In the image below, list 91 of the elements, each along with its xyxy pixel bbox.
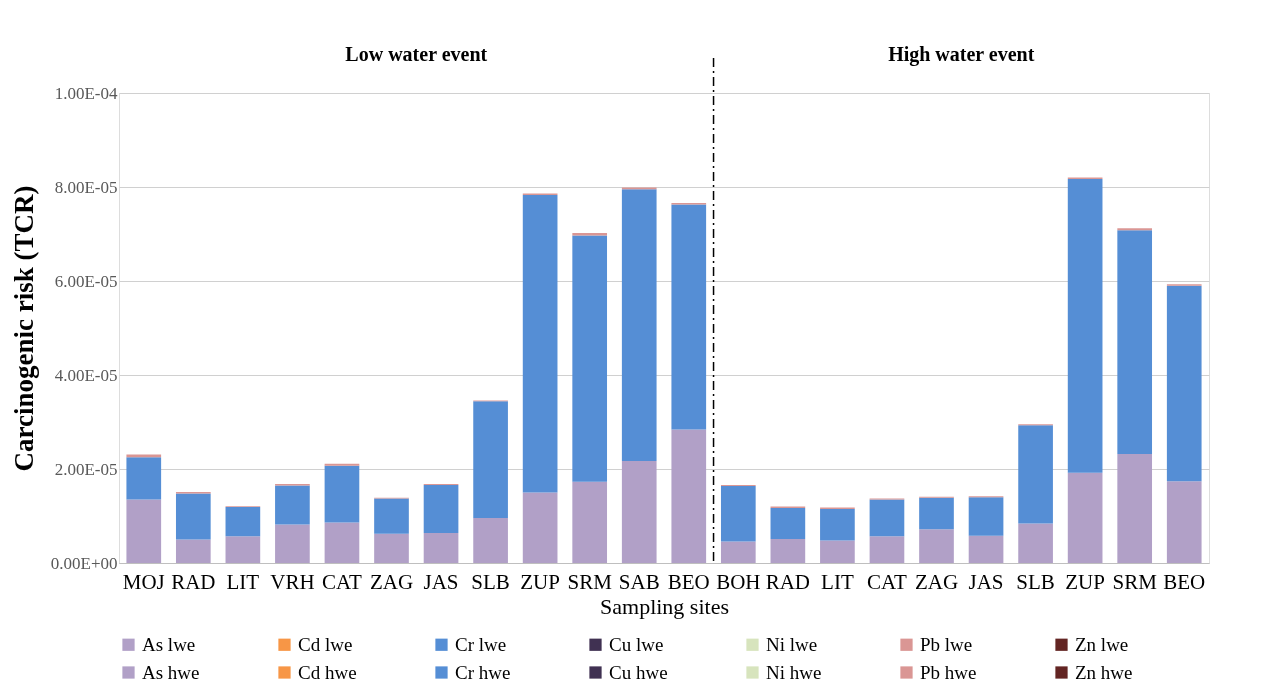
x-tick-label: SRM	[1112, 569, 1158, 594]
legend-label: Ni hwe	[766, 661, 822, 683]
bar	[423, 532, 459, 563]
legend-label: Cd hwe	[298, 661, 357, 683]
x-tick-label: SLB	[1016, 569, 1055, 594]
x-tick-label: BOH	[716, 569, 761, 594]
x-tick-label: CAT	[322, 569, 362, 594]
bar	[126, 457, 162, 500]
bar	[621, 461, 657, 563]
x-tick-label: ZUP	[520, 569, 560, 594]
text: Low water event	[345, 43, 488, 65]
x-axis-title: Sampling sites	[600, 593, 729, 619]
legend-label: As hwe	[142, 661, 200, 683]
x-tick-label: CAT	[867, 569, 907, 594]
bar	[1067, 472, 1103, 563]
bar	[374, 533, 409, 563]
bar	[572, 481, 608, 563]
bar	[820, 508, 855, 541]
bar	[324, 465, 360, 523]
legend-label: Cr lwe	[455, 633, 507, 655]
legend-label: Cd lwe	[298, 633, 353, 655]
bar	[324, 522, 360, 563]
bar	[225, 507, 261, 537]
y-tick-label: 1.00E-04	[54, 83, 118, 103]
x-tick-label: SLB	[471, 569, 510, 594]
x-tick-label: BEO	[1163, 569, 1206, 594]
x-tick-label: RAD	[765, 569, 811, 594]
bar	[522, 194, 558, 493]
bar	[175, 493, 211, 540]
bar	[720, 485, 756, 542]
legend-label: Cu hwe	[609, 661, 668, 683]
x-tick-label: ZUP	[1065, 569, 1105, 594]
y-tick-label: 2.00E-05	[54, 459, 118, 479]
bar	[968, 497, 1004, 536]
legend-label: Zn hwe	[1075, 661, 1133, 683]
x-tick-label: ZAG	[914, 569, 959, 594]
bar	[126, 454, 162, 458]
y-tick-label: 4.00E-05	[54, 365, 118, 385]
bar	[869, 499, 905, 537]
bar	[126, 499, 162, 563]
x-tick-label: ZAG	[369, 569, 414, 594]
bar	[820, 540, 855, 563]
bar	[473, 517, 508, 563]
legend-label: Zn lwe	[1075, 633, 1129, 655]
bar	[225, 536, 261, 563]
bar	[1166, 285, 1202, 482]
x-tick-label: MOJ	[122, 569, 165, 594]
bar	[968, 535, 1004, 563]
x-tick-label: RAD	[171, 569, 216, 594]
x-tick-label: SRM	[567, 569, 613, 594]
bar	[1166, 481, 1202, 563]
legend-label: Cr hwe	[455, 661, 511, 683]
bar	[423, 484, 459, 533]
bar	[671, 429, 707, 563]
bar	[1018, 523, 1053, 563]
bar	[275, 524, 310, 563]
y-tick-label: 0.00E+00	[50, 553, 118, 573]
bar	[919, 497, 954, 530]
x-tick-label: LIT	[226, 569, 260, 594]
bar	[720, 541, 756, 563]
text: High water event	[888, 43, 1035, 66]
bar	[1067, 179, 1103, 473]
legend-label: Pb hwe	[920, 661, 977, 683]
bar	[919, 529, 954, 563]
bar	[473, 401, 508, 518]
bar	[275, 485, 310, 525]
x-tick-label: VRH	[270, 569, 315, 594]
y-axis-title: Carcinogenic risk (TCR)	[8, 185, 39, 472]
bar	[522, 492, 558, 563]
bar	[869, 536, 905, 563]
x-tick-label: LIT	[821, 569, 854, 594]
bar	[1117, 453, 1153, 563]
legend-label: Ni lwe	[766, 633, 818, 655]
x-tick-label: BEO	[667, 569, 710, 594]
bar	[175, 539, 211, 563]
y-tick-label: 6.00E-05	[54, 271, 118, 291]
legend-label: Cu lwe	[609, 633, 664, 655]
bar	[770, 508, 806, 540]
bar	[671, 204, 707, 430]
bar	[770, 539, 806, 563]
bar	[1117, 230, 1153, 454]
x-tick-label: JAS	[968, 569, 1004, 594]
bar	[1018, 425, 1053, 524]
y-tick-label: 8.00E-05	[54, 177, 118, 197]
bar	[572, 235, 608, 482]
legend-label: As lwe	[142, 633, 196, 655]
bar	[621, 189, 657, 462]
x-tick-label: JAS	[423, 569, 459, 594]
x-tick-label: SAB	[618, 569, 660, 594]
bar	[374, 498, 409, 534]
legend-label: Pb lwe	[920, 633, 973, 655]
